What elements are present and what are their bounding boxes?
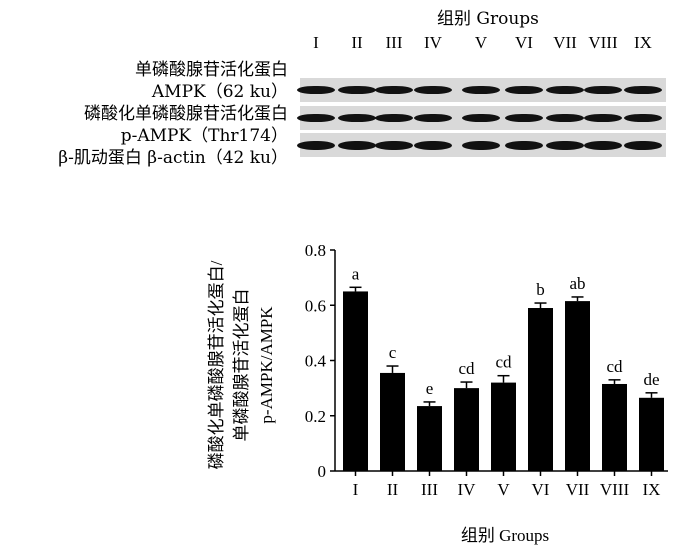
significance-label: c [389,343,397,362]
blot-band [462,141,500,150]
significance-label: cd [458,359,475,378]
bar [380,372,405,471]
x-axis-label: 组别 Groups [461,526,549,545]
blot-band [462,114,500,122]
blot-band [297,141,335,150]
blot-band [546,114,584,122]
blot-lane-label: II [351,33,363,52]
blot-band [624,114,662,122]
bar [454,388,479,471]
significance-label: de [643,370,659,389]
significance-label: cd [606,357,623,376]
y-tick-label: 0.6 [305,296,326,315]
blot-row2-label-en: p-AMPK（Thr174） [120,126,288,146]
y-axis-label-line3: p-AMPK/AMPK [257,306,276,424]
bar [417,406,442,471]
bar [602,383,627,471]
significance-label: b [536,280,545,299]
blot-band [375,141,413,150]
blot-band [505,141,543,150]
blot-band [624,86,662,94]
x-tick-label: IV [458,480,477,499]
x-tick-label: VI [532,480,550,499]
bar [528,308,553,471]
bar [639,397,664,471]
x-tick-label: VIII [600,480,630,499]
significance-label: a [352,264,360,283]
y-tick-label: 0.2 [305,407,326,426]
y-axis-label-line2: 单磷酸腺苷活化蛋白 [232,289,251,442]
blot-band [414,114,452,122]
blot-lane-label: IV [424,33,442,52]
bar [491,382,516,471]
bar [565,301,590,471]
blot-row3-label: β-肌动蛋白 β-actin（42 ku） [58,148,288,168]
significance-label: ab [569,274,585,293]
y-axis-label-line1: 磷酸化单磷酸腺苷活化蛋白/ [207,260,226,469]
blot-band [375,86,413,94]
blot-lane-label: VI [515,33,533,52]
blot-band [414,141,452,150]
y-axis-label: 磷酸化单磷酸腺苷活化蛋白/ 单磷酸腺苷活化蛋白 p-AMPK/AMPK [207,260,276,469]
y-tick-label: 0.8 [305,241,326,260]
blot-band [414,86,452,94]
blot-row1-label-cn: 单磷酸腺苷活化蛋白 [135,60,288,80]
blot-lane-label: VII [553,33,577,52]
x-tick-label: III [421,480,438,499]
blot-band [505,86,543,94]
blot-lane-label: I [313,33,319,52]
blot-band [297,114,335,122]
blot-band [462,86,500,94]
blot-lane-label: VIII [588,33,618,52]
blot-band [338,141,376,150]
blot-band [624,141,662,150]
significance-label: cd [495,353,512,372]
blot-band [338,114,376,122]
y-tick-label: 0.4 [305,352,327,371]
blot-band [338,86,376,94]
blot-band [584,141,622,150]
blot-band [584,114,622,122]
blot-band [584,86,622,94]
bar [343,291,368,471]
y-tick-label: 0 [318,462,327,481]
x-tick-label: II [387,480,399,499]
blot-band [505,114,543,122]
blot-band [546,86,584,94]
blot-row1-label-en: AMPK（62 ku） [151,82,288,102]
blot-groups-title: 组别 Groups [437,9,539,29]
blot-lane-label: IX [634,33,652,52]
x-tick-label: VII [566,480,590,499]
significance-label: e [426,379,434,398]
chart-bars: a Ic II e III cd IV cd Vb VI ab VII cd VIII de IX [343,264,664,499]
x-tick-label: IX [643,480,661,499]
blot-band [297,86,335,94]
blot-lane-label: III [385,33,403,52]
blot-lane-label: V [474,33,488,52]
blot-band [375,114,413,122]
blot-row2-label-cn: 磷酸化单磷酸腺苷活化蛋白 [84,104,288,124]
x-tick-label: V [497,480,510,499]
blot-band [546,141,584,150]
x-tick-label: I [353,480,359,499]
